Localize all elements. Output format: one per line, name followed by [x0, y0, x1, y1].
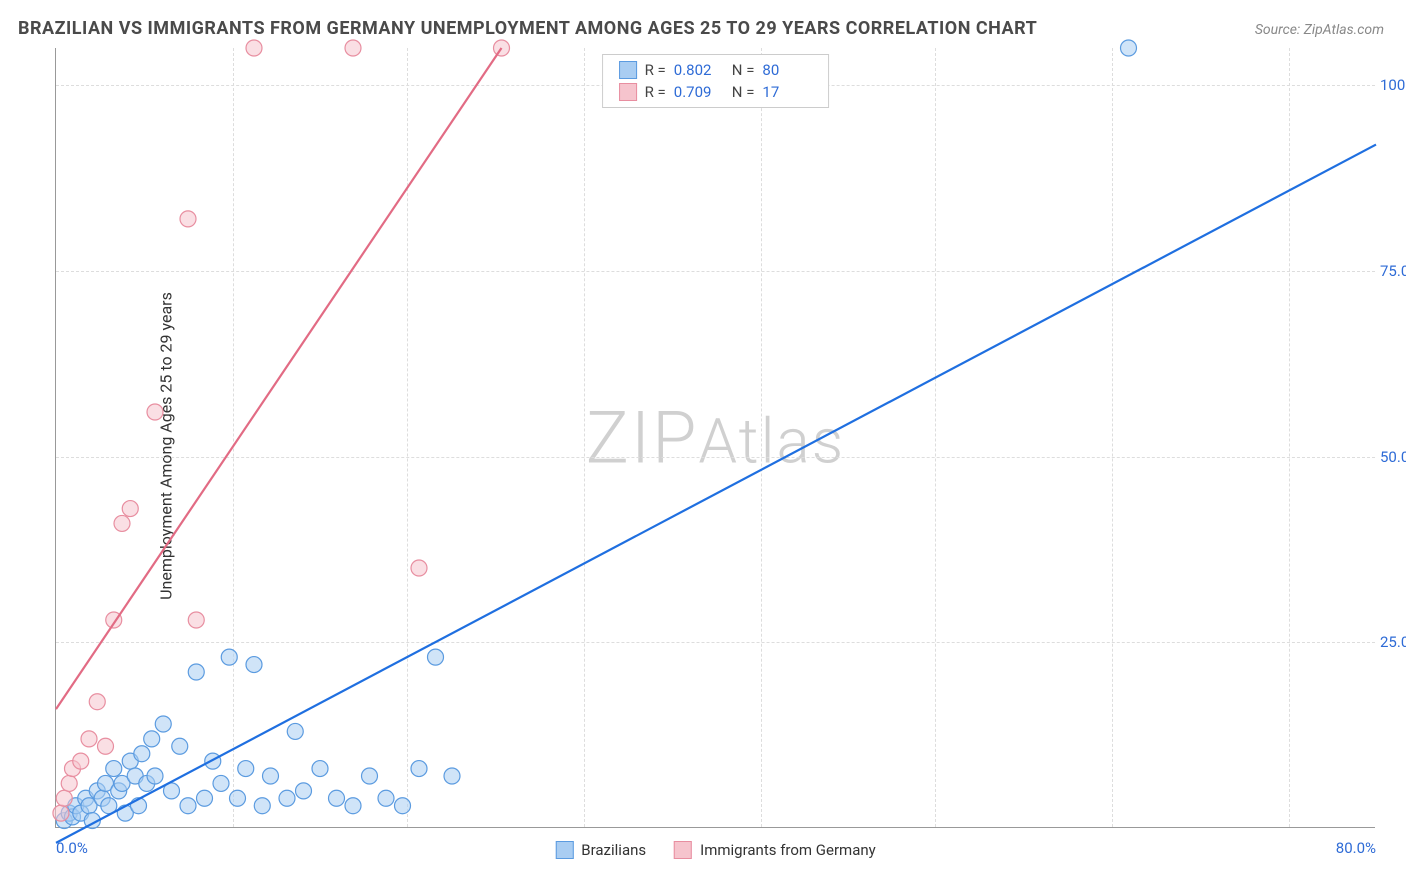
data-point: [98, 738, 114, 754]
stats-legend-row: R = 0.802 N = 80: [619, 59, 813, 81]
data-point: [411, 761, 427, 777]
data-point: [172, 738, 188, 754]
trend-line: [56, 145, 1376, 843]
data-point: [246, 40, 262, 56]
legend-label: Immigrants from Germany: [700, 841, 876, 859]
data-point: [362, 768, 378, 784]
plot-area: ZIPAtlas 25.0%50.0%75.0%100.0%0.0%80.0% …: [55, 48, 1375, 828]
data-point: [246, 657, 262, 673]
r-label: R =: [645, 61, 666, 79]
data-point: [279, 790, 295, 806]
n-value: 17: [762, 83, 812, 101]
chart-title: BRAZILIAN VS IMMIGRANTS FROM GERMANY UNE…: [18, 18, 1037, 39]
x-tick-label: 0.0%: [56, 839, 88, 857]
trend-line: [56, 48, 502, 709]
data-point: [180, 798, 196, 814]
data-point: [221, 649, 237, 665]
data-point: [147, 768, 163, 784]
y-tick-label: 75.0%: [1380, 262, 1406, 280]
data-point: [254, 798, 270, 814]
data-point: [106, 761, 122, 777]
r-label: R =: [645, 83, 666, 101]
data-point: [134, 746, 150, 762]
r-value: 0.709: [674, 83, 724, 101]
legend-item: Immigrants from Germany: [674, 841, 876, 859]
legend-label: Brazilians: [581, 841, 646, 859]
data-point: [287, 723, 303, 739]
data-point: [89, 694, 105, 710]
y-tick-label: 25.0%: [1380, 633, 1406, 651]
data-point: [345, 798, 361, 814]
data-point: [61, 775, 77, 791]
data-point: [378, 790, 394, 806]
stats-legend-row: R = 0.709 N = 17: [619, 81, 813, 103]
r-value: 0.802: [674, 61, 724, 79]
data-point: [81, 731, 97, 747]
data-point: [147, 404, 163, 420]
data-point: [197, 790, 213, 806]
data-point: [263, 768, 279, 784]
data-point: [238, 761, 254, 777]
legend-swatch: [619, 61, 637, 79]
scatter-plot: [56, 48, 1375, 827]
y-tick-label: 100.0%: [1380, 76, 1406, 94]
data-point: [188, 664, 204, 680]
data-point: [296, 783, 312, 799]
legend-swatch: [674, 841, 692, 859]
data-point: [53, 805, 69, 821]
correlation-stats-legend: R = 0.802 N = 80 R = 0.709 N = 17: [602, 54, 830, 108]
data-point: [312, 761, 328, 777]
n-label: N =: [732, 83, 755, 101]
data-point: [180, 211, 196, 227]
data-point: [144, 731, 160, 747]
source-label: Source: ZipAtlas.com: [1255, 22, 1384, 38]
n-label: N =: [732, 61, 755, 79]
data-point: [155, 716, 171, 732]
data-point: [56, 790, 72, 806]
legend-swatch: [555, 841, 573, 859]
legend-swatch: [619, 83, 637, 101]
data-point: [411, 560, 427, 576]
legend-item: Brazilians: [555, 841, 646, 859]
data-point: [230, 790, 246, 806]
data-point: [428, 649, 444, 665]
series-legend: Brazilians Immigrants from Germany: [555, 841, 875, 859]
data-point: [444, 768, 460, 784]
data-point: [395, 798, 411, 814]
data-point: [213, 775, 229, 791]
data-point: [329, 790, 345, 806]
data-point: [73, 753, 89, 769]
x-tick-label: 80.0%: [1336, 839, 1376, 857]
data-point: [122, 501, 138, 517]
chart-container: BRAZILIAN VS IMMIGRANTS FROM GERMANY UNE…: [0, 0, 1406, 892]
data-point: [114, 515, 130, 531]
data-point: [1121, 40, 1137, 56]
data-point: [345, 40, 361, 56]
y-tick-label: 50.0%: [1380, 448, 1406, 466]
data-point: [188, 612, 204, 628]
n-value: 80: [762, 61, 812, 79]
